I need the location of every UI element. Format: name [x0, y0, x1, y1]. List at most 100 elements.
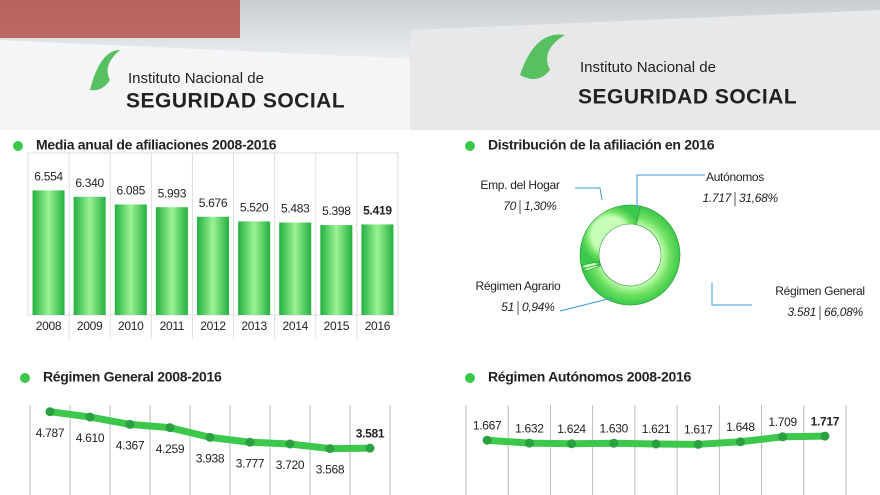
value-label: 5.483 [281, 202, 310, 216]
point [205, 432, 215, 442]
donut-slice [579, 204, 641, 266]
value-label: 1.717 [702, 191, 732, 205]
value-label: 1.632 [515, 421, 544, 435]
brick-wall [0, 0, 240, 38]
donut-slice [582, 205, 681, 306]
donut-slice [580, 261, 601, 270]
percent-label: 31,68% [739, 191, 779, 205]
value-label: 3.777 [236, 456, 265, 470]
logo [520, 34, 565, 79]
point [735, 437, 745, 447]
value-label: 5.520 [240, 201, 269, 215]
value-label: 1.709 [768, 415, 797, 429]
bar [320, 225, 353, 315]
x-tick-label: 2009 [77, 319, 103, 333]
point [125, 419, 135, 429]
value-label: 5.676 [199, 196, 228, 210]
value-label: 1.717 [811, 414, 840, 428]
value-label: 4.367 [116, 439, 145, 453]
value-label: 1.617 [684, 422, 713, 436]
point [45, 407, 55, 417]
bar [238, 221, 271, 315]
facade-left [0, 40, 440, 130]
chart-title: Régimen Autónomos 2008-2016 [488, 369, 692, 385]
value-label: 4.610 [76, 431, 105, 445]
value-label: 3.720 [276, 458, 305, 472]
leader-line [575, 187, 603, 201]
point [693, 439, 703, 449]
value-label: 1.630 [600, 421, 629, 435]
bar [361, 224, 394, 315]
bullet [465, 141, 475, 151]
chart-title: Distribución de la afiliación en 2016 [488, 137, 715, 153]
bar [279, 222, 312, 315]
value-label: 51 [501, 300, 514, 314]
bullet [20, 373, 30, 383]
bullet [465, 373, 475, 383]
x-tick-label: 2010 [118, 319, 144, 333]
sign-line: Instituto Nacional de [580, 59, 716, 76]
value-label: 3.581 [787, 305, 816, 319]
category-label: Régimen General [775, 284, 865, 298]
point [524, 438, 534, 448]
value-label: 1.667 [473, 418, 502, 432]
value-label: 1.648 [726, 420, 755, 434]
banner: Instituto Nacional de SEGURIDAD SOCIAL I… [0, 0, 880, 130]
point [609, 438, 619, 448]
leader-line [559, 297, 613, 312]
point [482, 435, 492, 445]
category-label: Emp. del Hogar [480, 178, 559, 192]
value-label: 1.621 [642, 422, 671, 436]
bar [197, 216, 229, 315]
point [85, 412, 95, 422]
value-label: 6.085 [117, 184, 146, 198]
sign-line: SEGURIDAD SOCIAL [578, 86, 797, 109]
x-tick-label: 2008 [36, 319, 62, 333]
point [365, 443, 375, 453]
bar [73, 196, 106, 315]
percent-label: 66,08% [824, 305, 864, 319]
value-label: 3.568 [316, 463, 345, 477]
value-label: 1.624 [557, 422, 586, 436]
point [325, 444, 335, 454]
percent-label: 1,30% [524, 199, 557, 213]
bar [114, 204, 147, 315]
facade-right [410, 10, 880, 130]
x-tick-label: 2011 [160, 319, 185, 333]
point [285, 439, 295, 449]
percent-label: 0,94% [522, 300, 555, 314]
category-label: Régimen Agrario [476, 279, 562, 293]
chart-title: Media anual de afiliaciones 2008-2016 [36, 137, 277, 153]
value-label: 6.340 [75, 176, 104, 190]
sign-line: SEGURIDAD SOCIAL [126, 90, 345, 113]
x-tick-label: 2015 [324, 319, 350, 333]
leader-line [711, 283, 752, 306]
chart-title: Régimen General 2008-2016 [43, 369, 222, 385]
point [567, 439, 577, 449]
point [245, 437, 255, 447]
point [651, 439, 661, 449]
point [778, 432, 788, 442]
value-label: 5.993 [158, 186, 187, 200]
x-tick-label: 2016 [365, 319, 391, 333]
value-label: 6.554 [34, 170, 63, 184]
point [165, 423, 175, 433]
bullet [13, 141, 23, 151]
value-label: 70 [503, 199, 516, 213]
value-label: 5.398 [322, 204, 351, 218]
category-label: Autónomos [706, 170, 764, 184]
leader-line [636, 174, 705, 208]
point [820, 431, 830, 441]
value-label: 3.581 [356, 426, 385, 440]
logo [90, 50, 120, 91]
sign-line: Instituto Nacional de [128, 70, 264, 87]
bar [155, 207, 188, 315]
x-tick-label: 2014 [282, 319, 308, 333]
value-label: 5.419 [363, 204, 392, 218]
value-label: 4.259 [156, 442, 185, 456]
x-tick-label: 2013 [241, 319, 267, 333]
x-tick-label: 2012 [200, 319, 226, 333]
bar [32, 190, 65, 315]
value-label: 3.938 [196, 452, 225, 466]
